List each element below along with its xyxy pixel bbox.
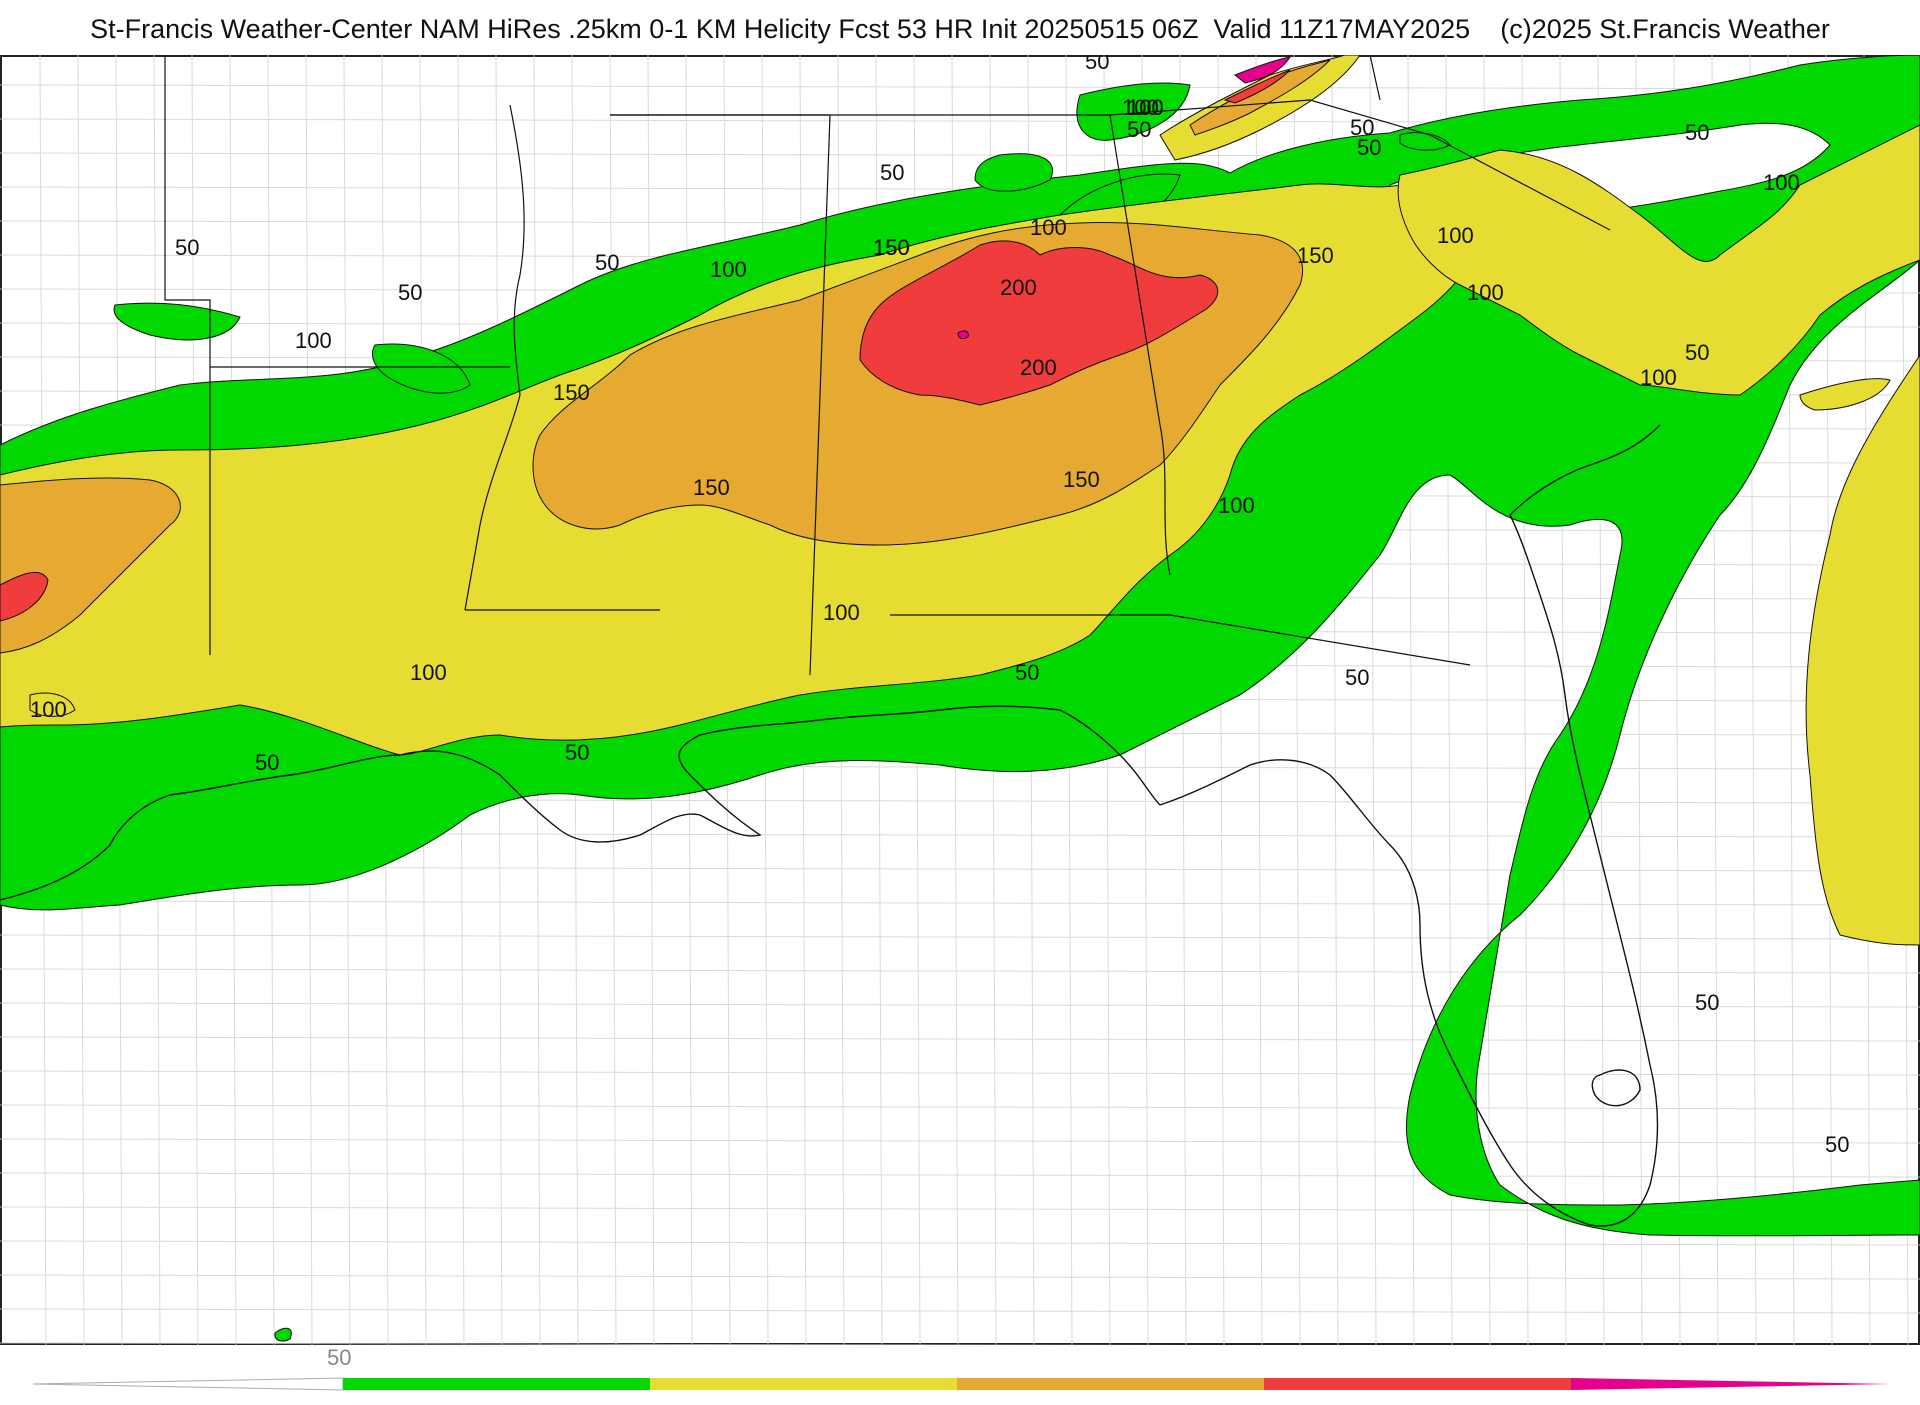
colorbar-yellow	[650, 1378, 957, 1390]
ms-river	[464, 104, 525, 611]
red-core	[859, 240, 1218, 406]
contour-label: 50	[1685, 120, 1709, 145]
contour-labels: 50 50 50 50 50 50 50 50 50 50 50 50 50 5…	[30, 49, 1849, 1157]
contour-label: 100	[1127, 95, 1164, 120]
contour-label: 50	[1350, 115, 1374, 140]
colorbar-magenta-wedge	[1571, 1378, 1890, 1390]
contour-label: 150	[553, 380, 590, 405]
yellow-sw-tip	[29, 692, 76, 717]
contour-label: 50	[1825, 1132, 1849, 1157]
contour-label: 150	[873, 235, 910, 260]
contour-label: 100	[1640, 365, 1677, 390]
contour-label: 50	[1127, 117, 1151, 142]
contour-label: 150	[1063, 467, 1100, 492]
contour-label: 200	[1020, 355, 1057, 380]
ms-al-coast	[699, 705, 1161, 806]
contour-label: 150	[873, 235, 910, 260]
colorbar-canvas: 50	[32, 1345, 1890, 1391]
contour-label: 50	[1085, 55, 1109, 74]
contour-label: 50	[880, 160, 904, 185]
contour-label: 50	[1015, 660, 1039, 685]
contour-label: 50	[1695, 990, 1719, 1015]
yellow-ne-band	[1397, 124, 1920, 396]
orange-sw-lobe	[0, 477, 181, 654]
contour-label: 200	[1000, 275, 1037, 300]
helicity-250-zone	[957, 56, 1292, 340]
contour-label: 100	[1763, 170, 1800, 195]
red-sw	[0, 571, 49, 622]
state-boundaries	[164, 54, 1611, 676]
contour-label: 50	[1685, 340, 1709, 365]
colorbar-tick-label: 50	[327, 1345, 351, 1370]
ga-sc-border	[1109, 99, 1611, 231]
green-ky-blob	[974, 153, 1053, 192]
texas-ok-border	[164, 55, 211, 655]
magenta-top	[1234, 56, 1292, 84]
weather-map: 50 50 50 50 50 50 50 50 50 50 50 50 50 5…	[0, 49, 1920, 1348]
atlantic-coast	[1509, 424, 1661, 516]
contour-label: 100	[710, 257, 747, 282]
nc-va	[1369, 54, 1381, 101]
contour-label: 50	[595, 250, 619, 275]
magenta-spot	[957, 330, 969, 340]
green-ar-blob	[372, 343, 471, 394]
yellow-fl-offshore	[1799, 378, 1891, 411]
contour-label: 150	[693, 475, 730, 500]
texas-coast	[0, 754, 401, 901]
contour-label: 50	[175, 235, 199, 260]
coastline	[0, 424, 1661, 1227]
helicity-top-streak	[1159, 54, 1361, 161]
map-canvas: 50 50 50 50 50 50 50 50 50 50 50 50 50 5…	[0, 49, 1920, 1348]
contour-label: 150	[1297, 243, 1334, 268]
contour-label: 100	[295, 328, 332, 353]
colorbar-red	[1264, 1378, 1571, 1390]
colorbar: 50	[0, 1345, 1920, 1400]
contour-label: 100	[1127, 95, 1164, 120]
contour-label: 50	[1345, 665, 1369, 690]
fl-panhandle	[1159, 514, 1659, 1227]
contour-label: 50	[398, 280, 422, 305]
contour-label: 100	[30, 697, 67, 722]
fl-north-border	[890, 614, 1471, 666]
contour-label: 50	[1357, 135, 1381, 160]
contour-label: 50	[565, 740, 589, 765]
colorbar-white-wedge	[32, 1377, 344, 1391]
green-sw-small	[274, 1327, 292, 1342]
contour-label: 100	[410, 660, 447, 685]
yellow-atlantic-blob	[1805, 354, 1920, 946]
green-top-blob	[1076, 82, 1191, 141]
louisiana-coast	[399, 734, 762, 843]
colorbar-orange	[957, 1378, 1264, 1390]
contour-label: 100	[1030, 215, 1067, 240]
map-title: St-Francis Weather-Center NAM HiRes .25k…	[90, 14, 1830, 44]
green-nw-blob	[113, 302, 241, 341]
contour-label: 100	[1437, 223, 1474, 248]
colorbar-green	[343, 1378, 650, 1390]
contour-label: 100	[823, 600, 860, 625]
lake-okeechobee	[1591, 1069, 1641, 1107]
al-ga-border	[1109, 114, 1171, 576]
contour-label: 100	[1122, 95, 1159, 120]
helicity-200-zone	[0, 240, 1218, 622]
contour-label: 50	[255, 750, 279, 775]
contour-label: 100	[1218, 493, 1255, 518]
contour-label: 100	[1467, 280, 1504, 305]
